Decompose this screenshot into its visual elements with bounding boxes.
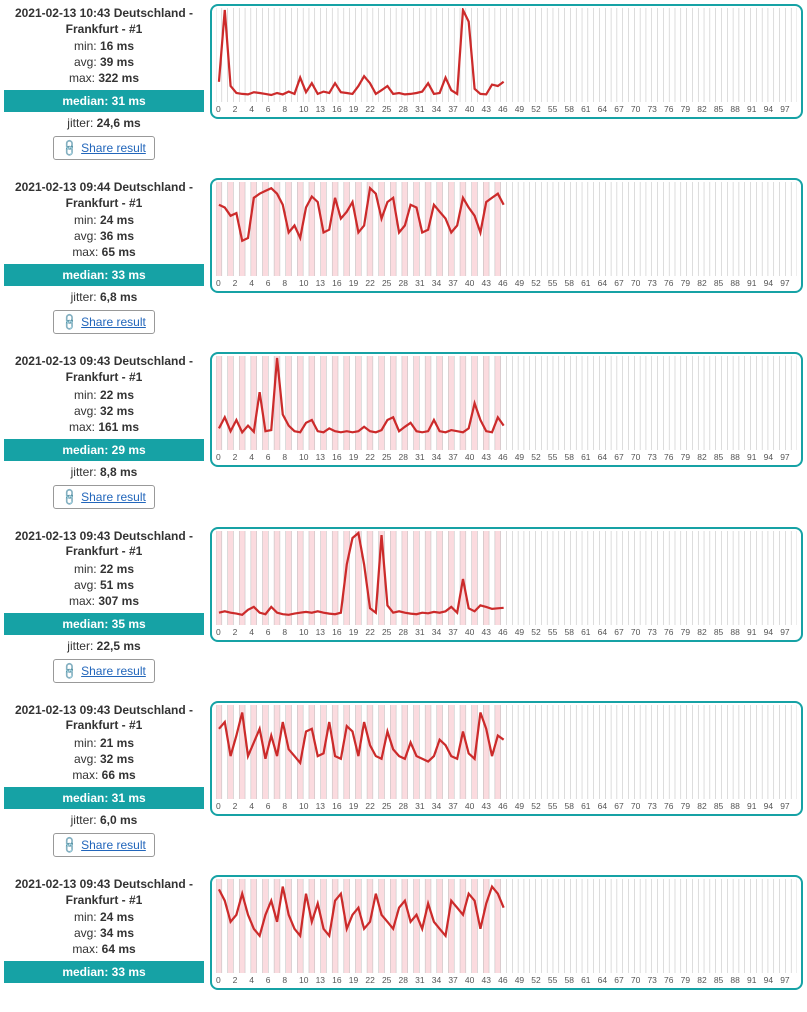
stat-avg: avg: 51 ms bbox=[4, 578, 204, 592]
stat-avg: avg: 34 ms bbox=[4, 926, 204, 940]
stat-max: max: 64 ms bbox=[4, 942, 204, 956]
share-result-button[interactable]: 🔗Share result bbox=[53, 136, 155, 160]
x-axis-labels: 0246810131619222528313437404346495255586… bbox=[216, 276, 797, 291]
stat-max: max: 161 ms bbox=[4, 420, 204, 434]
result-row: 2021-02-13 09:44 Deutschland - Frankfurt… bbox=[4, 178, 803, 334]
x-axis-labels: 0246810131619222528313437404346495255586… bbox=[216, 973, 797, 988]
share-result-link[interactable]: Share result bbox=[81, 838, 146, 852]
stat-avg: avg: 32 ms bbox=[4, 752, 204, 766]
result-datetime: 2021-02-13 09:43 bbox=[15, 703, 110, 717]
result-title: 2021-02-13 09:43 Deutschland - Frankfurt… bbox=[4, 703, 204, 734]
result-row: 2021-02-13 09:43 Deutschland - Frankfurt… bbox=[4, 701, 803, 857]
stat-jitter: jitter: 22,5 ms bbox=[4, 639, 204, 653]
link-icon: 🔗 bbox=[59, 138, 79, 158]
stat-min: min: 22 ms bbox=[4, 562, 204, 576]
result-title: 2021-02-13 09:43 Deutschland - Frankfurt… bbox=[4, 877, 204, 908]
share-result-button[interactable]: 🔗Share result bbox=[53, 659, 155, 683]
stat-jitter: jitter: 24,6 ms bbox=[4, 116, 204, 130]
stat-min: min: 22 ms bbox=[4, 388, 204, 402]
result-row: 2021-02-13 09:43 Deutschland - Frankfurt… bbox=[4, 527, 803, 683]
stat-min: min: 24 ms bbox=[4, 910, 204, 924]
share-result-button[interactable]: 🔗Share result bbox=[53, 833, 155, 857]
stat-jitter: jitter: 6,8 ms bbox=[4, 290, 204, 304]
stat-max: max: 307 ms bbox=[4, 594, 204, 608]
stat-max: max: 322 ms bbox=[4, 71, 204, 85]
latency-chart bbox=[216, 879, 797, 973]
latency-chart bbox=[216, 356, 797, 450]
x-axis-labels: 0246810131619222528313437404346495255586… bbox=[216, 625, 797, 640]
result-info: 2021-02-13 10:43 Deutschland - Frankfurt… bbox=[4, 4, 210, 160]
chart-box: 0246810131619222528313437404346495255586… bbox=[210, 701, 803, 816]
result-title: 2021-02-13 09:44 Deutschland - Frankfurt… bbox=[4, 180, 204, 211]
chart-column: 0246810131619222528313437404346495255586… bbox=[210, 875, 803, 990]
result-datetime: 2021-02-13 09:43 bbox=[15, 354, 110, 368]
link-icon: 🔗 bbox=[59, 661, 79, 681]
result-title: 2021-02-13 09:43 Deutschland - Frankfurt… bbox=[4, 529, 204, 560]
chart-column: 0246810131619222528313437404346495255586… bbox=[210, 701, 803, 816]
share-result-link[interactable]: Share result bbox=[81, 141, 146, 155]
chart-column: 0246810131619222528313437404346495255586… bbox=[210, 178, 803, 293]
latency-chart bbox=[216, 531, 797, 625]
result-title: 2021-02-13 10:43 Deutschland - Frankfurt… bbox=[4, 6, 204, 37]
x-axis-labels: 0246810131619222528313437404346495255586… bbox=[216, 102, 797, 117]
result-datetime: 2021-02-13 10:43 bbox=[15, 6, 110, 20]
chart-column: 0246810131619222528313437404346495255586… bbox=[210, 352, 803, 467]
stat-median-bar: median: 31 ms bbox=[4, 90, 204, 112]
result-datetime: 2021-02-13 09:44 bbox=[15, 180, 110, 194]
x-axis-labels: 0246810131619222528313437404346495255586… bbox=[216, 450, 797, 465]
result-row: 2021-02-13 10:43 Deutschland - Frankfurt… bbox=[4, 4, 803, 160]
stat-jitter: jitter: 8,8 ms bbox=[4, 465, 204, 479]
result-info: 2021-02-13 09:43 Deutschland - Frankfurt… bbox=[4, 352, 210, 508]
stat-max: max: 65 ms bbox=[4, 245, 204, 259]
stat-avg: avg: 32 ms bbox=[4, 404, 204, 418]
result-title: 2021-02-13 09:43 Deutschland - Frankfurt… bbox=[4, 354, 204, 385]
x-axis-labels: 0246810131619222528313437404346495255586… bbox=[216, 799, 797, 814]
chart-column: 0246810131619222528313437404346495255586… bbox=[210, 4, 803, 119]
link-icon: 🔗 bbox=[59, 835, 79, 855]
stat-median-bar: median: 33 ms bbox=[4, 961, 204, 983]
stat-median-bar: median: 31 ms bbox=[4, 787, 204, 809]
share-result-link[interactable]: Share result bbox=[81, 315, 146, 329]
result-info: 2021-02-13 09:44 Deutschland - Frankfurt… bbox=[4, 178, 210, 334]
chart-box: 0246810131619222528313437404346495255586… bbox=[210, 875, 803, 990]
latency-chart bbox=[216, 8, 797, 102]
share-result-button[interactable]: 🔗Share result bbox=[53, 485, 155, 509]
share-result-button[interactable]: 🔗Share result bbox=[53, 310, 155, 334]
stat-min: min: 16 ms bbox=[4, 39, 204, 53]
stat-jitter: jitter: 6,0 ms bbox=[4, 813, 204, 827]
stat-min: min: 21 ms bbox=[4, 736, 204, 750]
stat-avg: avg: 39 ms bbox=[4, 55, 204, 69]
result-datetime: 2021-02-13 09:43 bbox=[15, 529, 110, 543]
result-info: 2021-02-13 09:43 Deutschland - Frankfurt… bbox=[4, 875, 210, 987]
chart-box: 0246810131619222528313437404346495255586… bbox=[210, 352, 803, 467]
share-result-link[interactable]: Share result bbox=[81, 490, 146, 504]
stat-min: min: 24 ms bbox=[4, 213, 204, 227]
link-icon: 🔗 bbox=[59, 486, 79, 506]
result-row: 2021-02-13 09:43 Deutschland - Frankfurt… bbox=[4, 352, 803, 508]
latency-chart bbox=[216, 705, 797, 799]
chart-box: 0246810131619222528313437404346495255586… bbox=[210, 4, 803, 119]
chart-box: 0246810131619222528313437404346495255586… bbox=[210, 527, 803, 642]
result-info: 2021-02-13 09:43 Deutschland - Frankfurt… bbox=[4, 527, 210, 683]
result-row: 2021-02-13 09:43 Deutschland - Frankfurt… bbox=[4, 875, 803, 990]
latency-chart bbox=[216, 182, 797, 276]
share-result-link[interactable]: Share result bbox=[81, 664, 146, 678]
chart-box: 0246810131619222528313437404346495255586… bbox=[210, 178, 803, 293]
stat-median-bar: median: 35 ms bbox=[4, 613, 204, 635]
result-datetime: 2021-02-13 09:43 bbox=[15, 877, 110, 891]
stat-max: max: 66 ms bbox=[4, 768, 204, 782]
link-icon: 🔗 bbox=[59, 312, 79, 332]
chart-column: 0246810131619222528313437404346495255586… bbox=[210, 527, 803, 642]
stat-median-bar: median: 29 ms bbox=[4, 439, 204, 461]
result-info: 2021-02-13 09:43 Deutschland - Frankfurt… bbox=[4, 701, 210, 857]
stat-avg: avg: 36 ms bbox=[4, 229, 204, 243]
stat-median-bar: median: 33 ms bbox=[4, 264, 204, 286]
